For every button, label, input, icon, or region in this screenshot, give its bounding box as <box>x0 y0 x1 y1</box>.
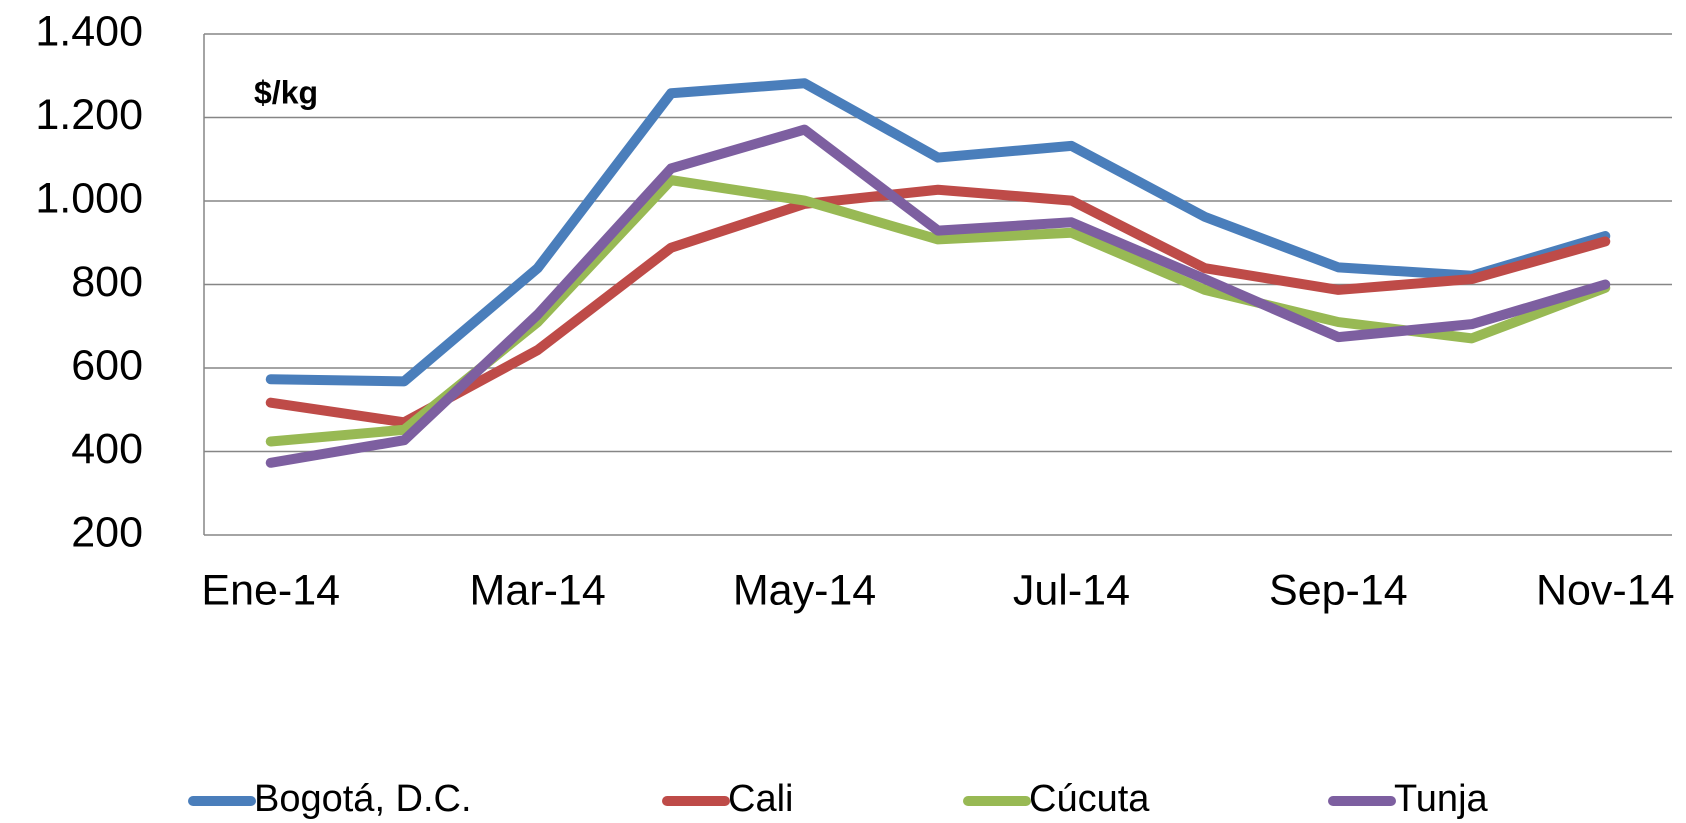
x-tick-label: May-14 <box>733 566 876 614</box>
x-tick-label: Jul-14 <box>1013 566 1130 614</box>
x-tick-label: Nov-14 <box>1536 566 1675 614</box>
series-line <box>265 184 1611 428</box>
legend-label: Cali <box>728 778 793 820</box>
x-tick-label: Ene-14 <box>201 566 340 614</box>
series-line <box>265 78 1611 387</box>
legend-label: Tunja <box>1394 778 1489 820</box>
legend-label: Cúcuta <box>1029 778 1150 820</box>
y-tick-label: 400 <box>71 425 143 473</box>
series-line <box>265 124 1611 468</box>
legend-label: Bogotá, D.C. <box>254 778 472 820</box>
y-tick-label: 1.400 <box>35 7 143 55</box>
unit-annotation: $/kg <box>254 74 318 110</box>
x-tick-label: Mar-14 <box>470 566 606 614</box>
y-tick-label: 1.200 <box>35 91 143 139</box>
y-tick-label: 200 <box>71 508 143 556</box>
series-line <box>265 175 1611 447</box>
y-tick-label: 1.000 <box>35 174 143 222</box>
y-tick-label: 600 <box>71 341 143 389</box>
y-tick-label: 800 <box>71 258 143 306</box>
x-tick-label: Sep-14 <box>1269 566 1408 614</box>
plot: 200 400 600 800 1.000 1.200 1.400 Ene-14 Mar-14 M… <box>35 7 1674 820</box>
